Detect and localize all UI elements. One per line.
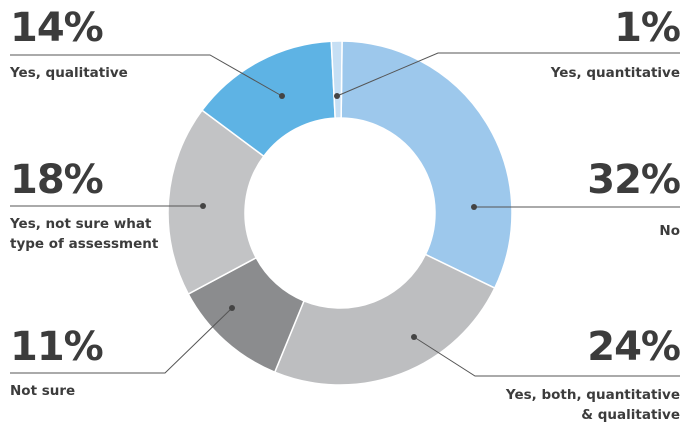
leader-dot-quantitative <box>334 93 340 99</box>
leader-dot-both <box>411 334 417 340</box>
leader-line-qualitative <box>10 54 283 97</box>
label-no: No <box>659 223 680 239</box>
leader-dot-not-sure-type <box>200 203 206 209</box>
pct-yes-qualitative: 14% <box>10 5 104 51</box>
leader-line-not-sure <box>10 307 233 374</box>
label-yes-both-line1: Yes, both, quantitative <box>505 387 680 403</box>
pct-yes-quantitative: 1% <box>614 5 681 51</box>
leader-dot-qualitative <box>279 93 285 99</box>
label-yes-both-line2: & qualitative <box>581 407 680 423</box>
label-yes-quantitative: Yes, quantitative <box>550 65 680 81</box>
donut-slice-yes-both-quantitative-qualitative <box>273 253 496 386</box>
pct-yes-both: 24% <box>587 324 681 370</box>
leader-line-quantitative <box>336 52 680 97</box>
leader-dot-not-sure <box>229 305 235 311</box>
label-not-sure-type-line2: type of assessment <box>10 236 159 252</box>
leader-dot-no <box>471 204 477 210</box>
donut-slice-no <box>340 40 513 290</box>
label-not-sure: Not sure <box>10 383 76 399</box>
donut-slice-yes-quantitative <box>330 40 343 119</box>
pct-not-sure: 11% <box>10 324 104 370</box>
leader-line-both <box>413 336 680 377</box>
label-not-sure-type-line1: Yes, not sure what <box>10 216 152 232</box>
pct-no: 32% <box>587 157 681 203</box>
pct-not-sure-type: 18% <box>10 157 104 203</box>
label-yes-qualitative: Yes, qualitative <box>10 65 128 81</box>
